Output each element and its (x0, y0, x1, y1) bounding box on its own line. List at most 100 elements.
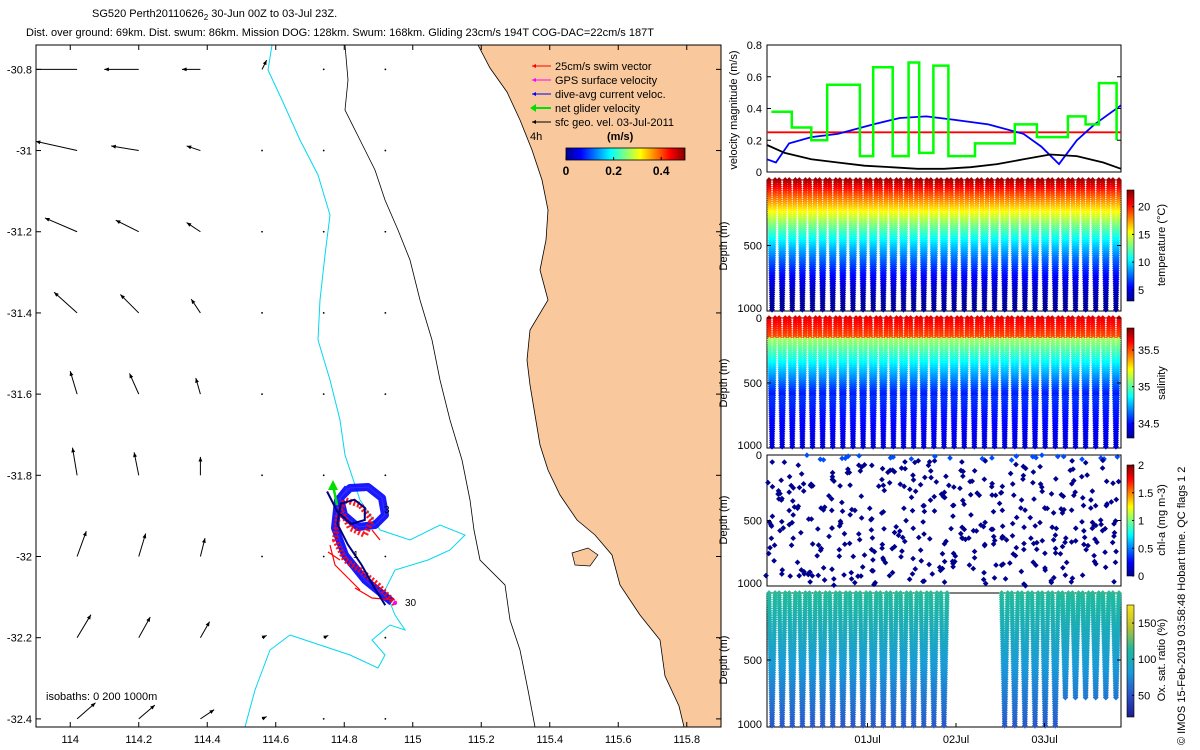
map-xtick-label: 115.6 (605, 734, 632, 746)
colorbar-tick-label: 5 (1138, 285, 1144, 297)
geo-vector (322, 555, 325, 558)
geo-vector (322, 149, 325, 152)
geo-vector (322, 68, 325, 71)
geo-vector-head (129, 373, 134, 379)
geo-vector (261, 312, 263, 314)
map-frame (35, 44, 722, 728)
geo-vector (384, 230, 387, 233)
velocity-line-3 (771, 61, 1118, 158)
geo-vector-head (82, 531, 87, 537)
geo-vector-head (191, 299, 196, 305)
geo-vector-head (54, 292, 59, 297)
legend-item-gps: GPS surface velocity (555, 75, 658, 87)
geo-vector-head (120, 294, 125, 300)
geo-vector-head (150, 705, 155, 710)
map-ytick-label: -30.8 (7, 64, 32, 76)
velocity-panel: 00.20.40.60.8 velocity magnitude (m/s) (728, 40, 1122, 179)
map-xtick-label: 115.2 (468, 734, 495, 746)
velocity-series (766, 61, 1122, 170)
geo-vector-head (142, 533, 147, 539)
geo-vector (384, 636, 387, 639)
velocity-line-1 (766, 104, 1122, 166)
geo-vector (261, 555, 263, 558)
geo-vector-head (205, 621, 210, 627)
geo-vector (322, 393, 325, 396)
geo-vector (261, 474, 263, 477)
geo-vector-head (209, 709, 215, 714)
geo-vector (384, 312, 387, 314)
geo-vector-head (323, 635, 329, 640)
geo-vector-head (90, 702, 96, 708)
map-xtick-label: 114.4 (194, 734, 221, 746)
legend-item-geo: sfc geo. vel. 03-Jul-2011 (555, 117, 674, 129)
map-ytick-label: -32.4 (7, 714, 32, 726)
geo-vector (384, 717, 387, 720)
geo-vector (322, 717, 325, 720)
velocity-ylabel: velocity magnitude (m/s) (728, 50, 740, 169)
colorbar-tick-label: 0.2 (605, 164, 622, 178)
map-ytick-label: -32.2 (7, 633, 32, 645)
map-xtick-label: 115 (404, 734, 422, 746)
geo-vector-head (201, 538, 206, 544)
geo-vector-head (86, 614, 91, 620)
legend-note-4h: 4h (530, 131, 542, 143)
geo-vector-head (71, 447, 76, 453)
header-title: SG520 Perth201106262 30-Jun 00Z to 03-Ju… (92, 8, 337, 22)
geo-vector-head (115, 220, 121, 225)
geo-vector-head (104, 67, 109, 72)
map-ytick-label: -31 (16, 146, 32, 158)
swim-vectors (327, 496, 398, 607)
geo-vector (261, 393, 263, 396)
geo-vector (36, 140, 78, 152)
net-glider-velocity-arrow (328, 480, 339, 506)
track-label-3: 3 (384, 505, 390, 516)
header-stats: Dist. over ground: 69km. Dist. swum: 86k… (26, 27, 654, 39)
coastline-0m (477, 45, 685, 727)
map-ytick-label: -31.8 (7, 470, 32, 482)
geo-vector-head (186, 145, 192, 150)
isobaths-label: isobaths: 0 200 1000m (46, 691, 157, 703)
geo-vector-head (111, 144, 117, 149)
vel-ytick-label: 0.6 (747, 72, 762, 84)
geo-vector (322, 474, 325, 477)
geo-vector-head (261, 635, 267, 640)
colorbar-tick-label: 15 (1138, 229, 1150, 241)
legend-item-swim: 25cm/s swim vector (555, 61, 652, 73)
geo-vector-head (195, 378, 199, 383)
vel-ytick-label: 0 (756, 167, 762, 179)
map-xtick-label: 115.4 (536, 734, 563, 746)
geo-vector-head (186, 222, 192, 227)
geo-velocity-field (36, 59, 387, 721)
geo-vector-head (36, 140, 41, 145)
geo-vector-head (146, 616, 151, 622)
geo-vector (384, 393, 387, 396)
vel-ytick-label: 0.2 (747, 135, 762, 147)
velocity-line-2 (766, 144, 1122, 170)
map-xtick-label: 114 (61, 734, 79, 746)
map-panel: 1 30 3 25cm/s swim vector GPS surface ve… (7, 44, 722, 746)
map-ytick-label: -32 (16, 552, 32, 564)
geo-vector-head (198, 456, 203, 462)
depth-tick-label: 500 (744, 241, 762, 253)
temp-ylabel: Depth (m) (718, 222, 730, 271)
land-mass (478, 45, 721, 727)
isobath-200m (344, 45, 536, 727)
colorbar-tick-label: 0.4 (653, 164, 670, 178)
map-xtick-label: 114.8 (331, 734, 358, 746)
map-xtick-label: 114.2 (125, 734, 152, 746)
geo-vector-head (69, 371, 74, 377)
glider-track (326, 491, 387, 606)
track-label-1: 1 (353, 550, 359, 561)
track-label-30: 30 (405, 598, 417, 609)
colorbar-tick-label: 20 (1138, 202, 1150, 214)
vel-ytick-label: 0.4 (747, 104, 762, 116)
colorbar-tick-label: 10 (1138, 257, 1150, 269)
profile-point (779, 306, 785, 313)
geo-vector (384, 474, 387, 477)
map-ytick-label: -31.6 (7, 389, 32, 401)
map-ytick-label: -31.2 (7, 227, 32, 239)
geo-vector (53, 291, 78, 314)
